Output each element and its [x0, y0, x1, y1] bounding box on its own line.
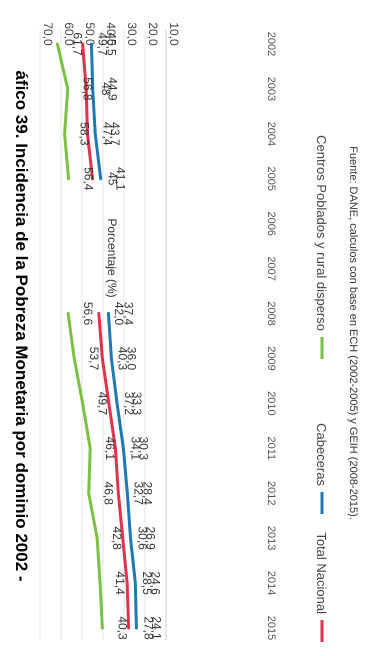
- data-label: 53,7: [87, 347, 101, 371]
- series-line: [81, 42, 94, 181]
- data-label: 28,5: [140, 571, 154, 595]
- x-tick-label: 2009: [265, 346, 277, 370]
- x-tick-label: 2008: [265, 301, 277, 325]
- x-tick-label: 2007: [265, 256, 277, 280]
- gridlines: [39, 30, 167, 640]
- data-label: 43,7: [108, 122, 122, 146]
- data-label: 45,5: [104, 32, 118, 56]
- y-axis-ticks: 10,0 20,0 30,0 40,0 50,0 60,0 70,0: [41, 22, 181, 46]
- series-line: [106, 312, 138, 630]
- data-labels: 49,7 48 47,4 45 42,0 40,3 37,2 34,1 32,7 30,6 28,5…: [70, 32, 163, 640]
- data-label: 26,9: [144, 526, 158, 550]
- x-axis-ticks: 2002 2003 2004 2005 2006 2007 2008 2009 2010 2011…: [265, 32, 277, 640]
- data-label: 56,8: [81, 77, 95, 101]
- y-axis-label: Porcentaje (%): [105, 218, 119, 297]
- data-label: 24,6: [148, 571, 162, 595]
- x-tick-label: 2013: [265, 526, 277, 550]
- x-tick-label: 2014: [265, 571, 277, 595]
- x-tick-label: 2015: [265, 616, 277, 640]
- y-tick-label: 50,0: [83, 22, 97, 46]
- chart-title: áfico 39. Incidencia de la Pobreza Monet…: [12, 70, 31, 581]
- legend-label: Centros Poblados y rural disperso: [314, 135, 329, 331]
- legend-label: Cabeceras: [314, 423, 329, 486]
- legend: Total Nacional Cabeceras Centros Poblados …: [314, 135, 329, 642]
- y-tick-label: 20,0: [146, 22, 160, 46]
- x-tick-label: 2012: [265, 481, 277, 505]
- data-label: 58,3: [78, 122, 92, 146]
- data-label: 40,3: [115, 616, 129, 640]
- series-line: [97, 312, 131, 630]
- data-label: 42,0: [112, 302, 126, 326]
- data-label: 42,8: [110, 526, 124, 550]
- source-note: Fuente: DANE, calculos con base en ECH (…: [347, 146, 359, 520]
- data-label: 33,3: [130, 392, 144, 416]
- data-label: 48: [99, 82, 113, 96]
- data-label: 30,6: [136, 526, 150, 550]
- data-label: 24,1: [149, 616, 163, 640]
- data-label: 46,8: [102, 482, 116, 506]
- data-label: 44,9: [106, 77, 120, 101]
- x-tick-label: 2011: [265, 436, 277, 460]
- data-label: 30,3: [136, 437, 150, 461]
- series-line: [89, 42, 103, 181]
- data-label: 49,7: [96, 392, 110, 416]
- data-label: 49,7: [96, 32, 110, 56]
- x-tick-label: 2005: [265, 167, 277, 191]
- series-lines: [55, 42, 138, 630]
- x-tick-label: 2010: [265, 391, 277, 415]
- x-tick-label: 2006: [265, 211, 277, 235]
- series-line: [55, 42, 71, 181]
- data-label: 47,4: [100, 122, 114, 146]
- data-label: 32,7: [131, 482, 145, 506]
- data-label: 56,4: [82, 167, 96, 191]
- data-label: 37,4: [121, 302, 135, 326]
- data-label: 61,7: [70, 32, 84, 56]
- data-label: 41,1: [114, 167, 128, 191]
- data-label: 34,1: [128, 437, 142, 461]
- data-label: 28,4: [140, 482, 154, 506]
- y-tick-label: 60,0: [62, 22, 76, 46]
- data-label: 46,1: [103, 437, 117, 461]
- data-label: 41,4: [113, 571, 127, 595]
- x-tick-label: 2003: [265, 77, 277, 101]
- x-tick-label: 2004: [265, 122, 277, 146]
- y-tick-label: 10,0: [167, 22, 181, 46]
- x-tick-label: 2002: [265, 32, 277, 56]
- data-label: 45: [106, 172, 120, 186]
- data-label: 37,2: [122, 392, 136, 416]
- data-label: 56,6: [81, 302, 95, 326]
- series-line: [66, 312, 104, 630]
- data-label: 36,0: [124, 347, 138, 371]
- y-tick-label: 40,0: [104, 22, 118, 46]
- y-tick-label: 70,0: [41, 22, 55, 46]
- data-label: 40,3: [115, 347, 129, 371]
- legend-label: Total Nacional: [314, 532, 329, 614]
- y-tick-label: 30,0: [125, 22, 139, 46]
- data-label: 27,8: [142, 616, 156, 640]
